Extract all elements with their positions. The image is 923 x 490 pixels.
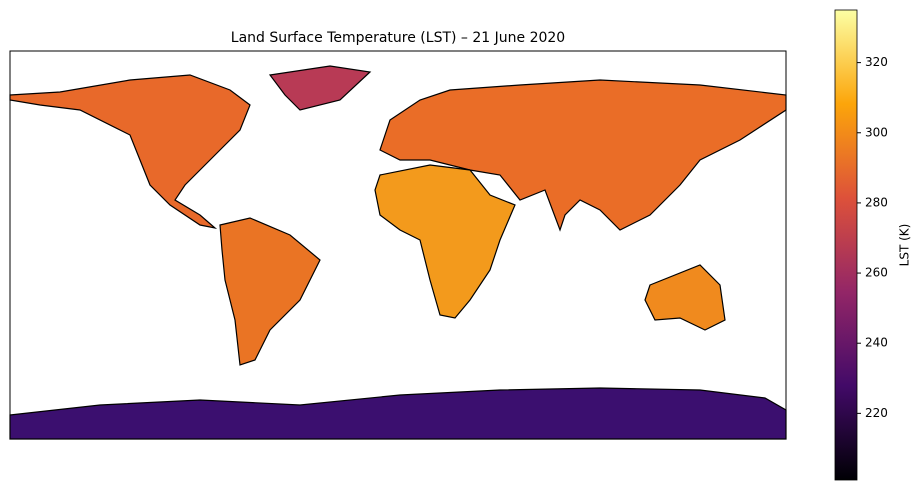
- colorbar-tick-label: 300: [865, 125, 888, 139]
- colorbar-tick-label: 320: [865, 55, 888, 69]
- north-america: [9, 74, 251, 230]
- colorbar-tick-label: 280: [865, 195, 888, 209]
- colorbar: [834, 9, 858, 481]
- map: [9, 50, 787, 440]
- africa: [374, 164, 516, 319]
- colorbar-tick-label: 260: [865, 266, 888, 280]
- eurasia: [379, 79, 787, 232]
- antarctica: [9, 387, 787, 440]
- colorbar-ticks: 220 240 260 280 300 320: [857, 55, 888, 420]
- greenland: [268, 65, 372, 111]
- map-title: Land Surface Temperature (LST) – 21 June…: [231, 30, 565, 46]
- colorbar-tick-label: 220: [865, 406, 888, 420]
- australia: [644, 264, 726, 331]
- colorbar-tick-label: 240: [865, 336, 888, 350]
- south-america: [219, 217, 321, 366]
- colorbar-label: LST (K): [898, 224, 912, 267]
